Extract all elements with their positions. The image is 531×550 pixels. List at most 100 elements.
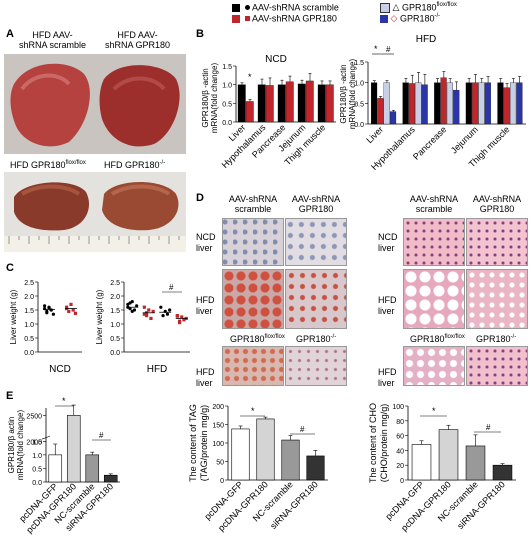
group-label: HFD: [147, 364, 168, 375]
data-point: [180, 315, 184, 319]
bar: [265, 85, 274, 123]
y-tick-label: 1.0: [24, 322, 34, 329]
panel-c-letter: C: [6, 262, 14, 274]
data-point: [147, 308, 151, 312]
y-tick-label: 0.0: [24, 350, 34, 357]
bar: [257, 84, 266, 123]
histo-orc-ncd-gpr180: [285, 218, 347, 266]
y-tick-label: 0.0: [32, 480, 42, 487]
histo-he-ko-flox: [403, 346, 465, 386]
data-point: [142, 312, 146, 316]
panel-d-letter: D: [196, 192, 204, 204]
x-tick-label: Jejunum: [449, 124, 480, 155]
x-tick-label: Pancrease: [411, 124, 448, 161]
panel-a-label-ko: HFD GPR180-/-: [104, 160, 165, 170]
significance-mark: *: [248, 72, 252, 82]
y-tick-label: 1.5: [24, 308, 34, 315]
data-point: [47, 306, 51, 310]
y-tick-label: 2.0: [24, 294, 34, 301]
d-col4-label: AAV-shRNA GPR180: [472, 194, 522, 214]
significance-mark: *: [374, 44, 378, 54]
bar: [371, 82, 378, 125]
y-axis-label: Liver weight (g): [95, 289, 104, 344]
bar: [503, 87, 510, 125]
d-ko-right-1: GPR180flox/flox: [410, 334, 465, 344]
bar: [440, 77, 447, 125]
y-tick-label: 2.5: [24, 280, 34, 287]
panel-a-label-flox: HFD GPR180flox/flox: [10, 160, 86, 170]
data-point: [175, 314, 179, 318]
y-axis-label: The content of TAG: [188, 404, 198, 482]
data-point: [159, 305, 163, 309]
histo-he-ncd-gpr180: [466, 218, 528, 266]
histo-orc-hfd-scramble: [222, 269, 284, 329]
y-tick-label: 150: [212, 423, 224, 430]
significance-mark: #: [99, 431, 104, 440]
x-tick-label: siRNA-GPR180: [455, 479, 507, 531]
bar: [465, 82, 472, 125]
y-tick-label: 100: [392, 404, 404, 411]
y-tick-label: 1.5: [222, 64, 232, 71]
e-chart-tag: 050100150200pcDNA-GFPpcDNA-GPR180NC-scra…: [188, 404, 328, 533]
ko-label-text: HFD GPR180: [104, 160, 160, 170]
data-point: [168, 308, 172, 312]
y-tick-label: 2.0: [110, 294, 120, 301]
data-point: [73, 311, 77, 315]
d-ko-left-2: GPR180-/-: [296, 334, 336, 344]
bar: [453, 89, 460, 125]
ko-r2-text: GPR180: [476, 334, 511, 344]
panel-b-letter: B: [196, 28, 204, 40]
flox-label-text: HFD GPR180: [10, 160, 66, 170]
y-tick-label: 2500: [26, 413, 42, 420]
bar: [306, 455, 325, 481]
bar: [415, 82, 422, 125]
data-point: [177, 321, 182, 325]
y-axis-label: Liver weight (g): [9, 289, 18, 344]
data-point: [149, 316, 153, 320]
y-tick-label: 0.5: [110, 336, 120, 343]
legend-label: AAV-shRNA scramble: [252, 2, 339, 13]
data-point: [135, 304, 139, 308]
y-axis-label: mRNA(fold change): [210, 63, 219, 134]
histo-orc-ko-ko: [285, 346, 347, 386]
y-tick-label: 50: [216, 460, 224, 467]
data-point: [71, 308, 75, 312]
bar: [402, 82, 409, 125]
ko-r2-sup: -/-: [510, 334, 517, 340]
bar: [434, 82, 441, 125]
bar: [231, 428, 250, 481]
panel-a-label-scramble: HFD AAV- shRNA scramble: [18, 30, 87, 50]
data-point: [144, 314, 149, 318]
legend-item-scramble: AAV-shRNA scramble: [232, 2, 339, 13]
data-point: [182, 318, 186, 322]
bar: [285, 81, 294, 123]
y-tick-label: 1.5: [32, 439, 42, 446]
data-point: [67, 309, 71, 313]
bar: [85, 454, 100, 483]
y-tick-label: 1.0: [32, 453, 42, 460]
y-axis-label: mRNA(fold change): [16, 410, 25, 481]
liver-photo-bottom: [4, 172, 186, 252]
significance-mark: #: [169, 283, 174, 292]
bar: [438, 429, 459, 481]
data-point: [45, 311, 49, 315]
significance-mark: *: [62, 396, 66, 406]
data-point: [128, 301, 132, 305]
histo-orc-hfd-gpr180: [285, 269, 347, 329]
significance-mark: *: [251, 406, 255, 416]
d-row3r-label: HFD liver: [378, 367, 397, 388]
e-chart-cho: 020406080100pcDNA-GFPpcDNA-GPR180NC-scra…: [368, 403, 516, 533]
legend-label: AAV-shRNA GPR180: [252, 13, 337, 24]
significance-mark: #: [300, 425, 305, 434]
d-row2r-label: HFD liver: [378, 295, 397, 316]
data-point: [142, 305, 146, 309]
ko-l1-sup: flox/flox: [264, 334, 285, 340]
bar: [408, 83, 416, 125]
data-point: [151, 309, 155, 313]
d-row1-label: NCD liver: [196, 232, 216, 253]
y-tick-label: 1.0: [222, 83, 232, 90]
y-tick-label: 0.0: [110, 350, 120, 357]
data-point: [161, 314, 165, 318]
x-tick-label: Liver: [364, 124, 385, 145]
